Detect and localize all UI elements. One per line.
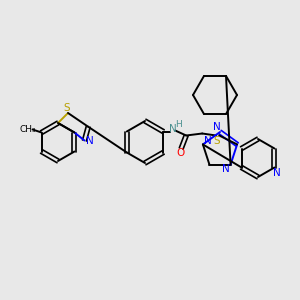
Text: H: H — [175, 120, 181, 129]
Text: O: O — [176, 148, 184, 158]
Text: N: N — [85, 136, 93, 146]
Text: S: S — [64, 103, 70, 113]
Text: S: S — [214, 136, 220, 146]
Text: N: N — [169, 124, 177, 134]
Text: CH₃: CH₃ — [19, 125, 36, 134]
Text: N: N — [204, 136, 212, 146]
Text: N: N — [213, 122, 221, 132]
Text: N: N — [273, 167, 280, 178]
Text: N: N — [222, 164, 230, 174]
